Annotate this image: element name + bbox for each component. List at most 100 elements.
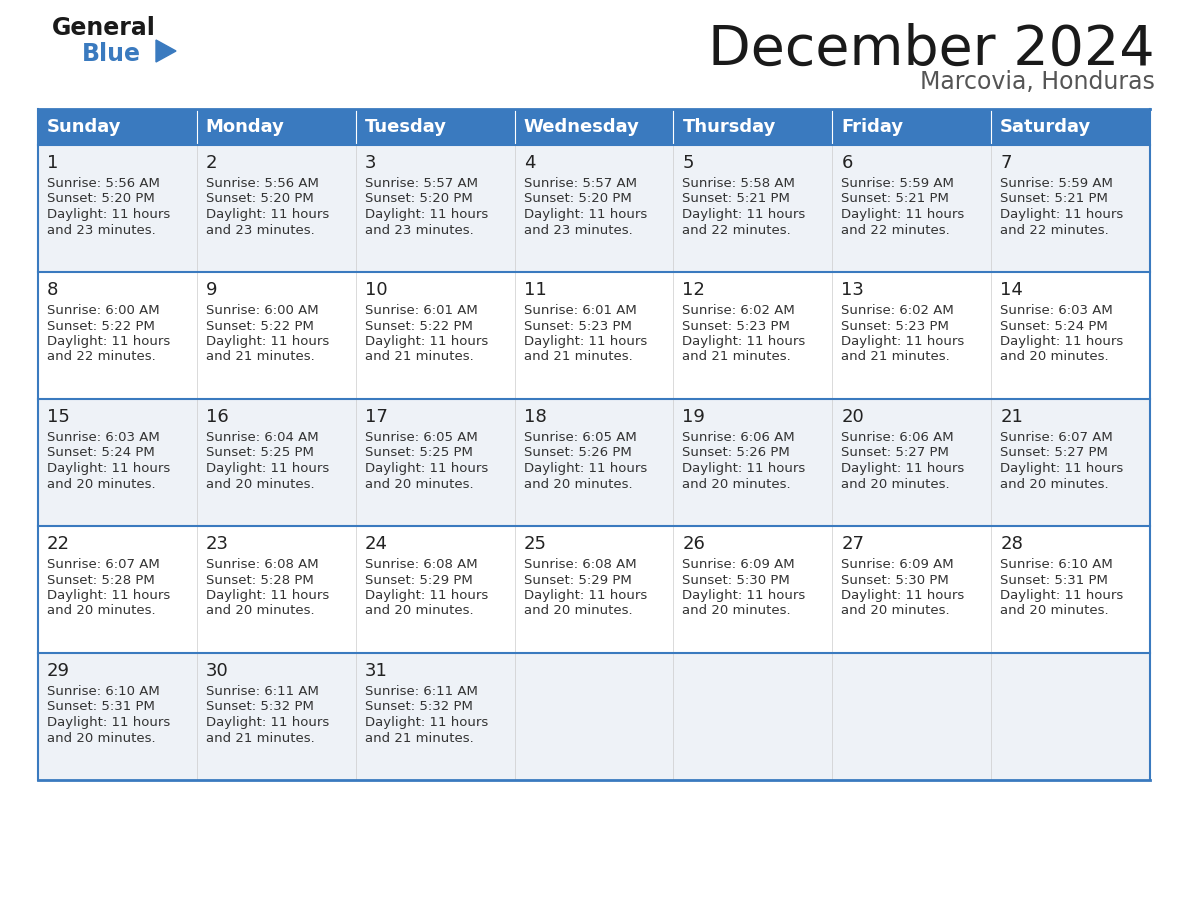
Bar — [514, 145, 674, 272]
Text: Daylight: 11 hours: Daylight: 11 hours — [206, 208, 329, 221]
Text: Daylight: 11 hours: Daylight: 11 hours — [48, 716, 170, 729]
Text: and 20 minutes.: and 20 minutes. — [524, 604, 632, 618]
Text: 27: 27 — [841, 535, 865, 553]
Text: and 21 minutes.: and 21 minutes. — [206, 351, 315, 364]
Text: Sunset: 5:23 PM: Sunset: 5:23 PM — [682, 319, 790, 332]
Bar — [514, 653, 674, 780]
Bar — [674, 109, 833, 145]
Text: Daylight: 11 hours: Daylight: 11 hours — [365, 208, 488, 221]
Text: Sunrise: 6:02 AM: Sunrise: 6:02 AM — [841, 304, 954, 317]
Text: Daylight: 11 hours: Daylight: 11 hours — [206, 335, 329, 348]
Text: Sunrise: 6:02 AM: Sunrise: 6:02 AM — [682, 304, 795, 317]
Text: 8: 8 — [48, 281, 58, 299]
Text: Marcovia, Honduras: Marcovia, Honduras — [921, 70, 1155, 94]
Bar — [514, 526, 674, 653]
Text: Daylight: 11 hours: Daylight: 11 hours — [48, 335, 170, 348]
Text: and 23 minutes.: and 23 minutes. — [524, 223, 632, 237]
Text: Monday: Monday — [206, 118, 285, 136]
Text: Sunrise: 6:01 AM: Sunrise: 6:01 AM — [365, 304, 478, 317]
Text: Daylight: 11 hours: Daylight: 11 hours — [48, 208, 170, 221]
Text: Daylight: 11 hours: Daylight: 11 hours — [365, 716, 488, 729]
Text: Sunrise: 6:06 AM: Sunrise: 6:06 AM — [682, 431, 795, 444]
Text: Sunset: 5:31 PM: Sunset: 5:31 PM — [1000, 574, 1108, 587]
Text: Sunrise: 6:10 AM: Sunrise: 6:10 AM — [1000, 558, 1113, 571]
Text: Daylight: 11 hours: Daylight: 11 hours — [682, 208, 805, 221]
Bar — [991, 526, 1150, 653]
Text: Sunset: 5:30 PM: Sunset: 5:30 PM — [841, 574, 949, 587]
Text: Sunday: Sunday — [48, 118, 121, 136]
Bar — [991, 272, 1150, 399]
Text: Saturday: Saturday — [1000, 118, 1092, 136]
Text: Daylight: 11 hours: Daylight: 11 hours — [1000, 335, 1124, 348]
Text: and 20 minutes.: and 20 minutes. — [524, 477, 632, 490]
Text: 30: 30 — [206, 662, 228, 680]
Text: Sunset: 5:31 PM: Sunset: 5:31 PM — [48, 700, 154, 713]
Text: and 21 minutes.: and 21 minutes. — [365, 351, 474, 364]
Text: and 20 minutes.: and 20 minutes. — [48, 604, 156, 618]
Text: Sunset: 5:25 PM: Sunset: 5:25 PM — [365, 446, 473, 460]
Text: Daylight: 11 hours: Daylight: 11 hours — [48, 589, 170, 602]
Text: Daylight: 11 hours: Daylight: 11 hours — [206, 589, 329, 602]
Text: Sunset: 5:22 PM: Sunset: 5:22 PM — [48, 319, 154, 332]
Text: and 20 minutes.: and 20 minutes. — [206, 604, 315, 618]
Bar — [355, 272, 514, 399]
Text: Daylight: 11 hours: Daylight: 11 hours — [365, 462, 488, 475]
Bar — [674, 399, 833, 526]
Text: Daylight: 11 hours: Daylight: 11 hours — [206, 716, 329, 729]
Text: and 22 minutes.: and 22 minutes. — [841, 223, 950, 237]
Text: and 20 minutes.: and 20 minutes. — [682, 477, 791, 490]
Text: and 21 minutes.: and 21 minutes. — [841, 351, 950, 364]
Bar — [197, 399, 355, 526]
Bar — [991, 145, 1150, 272]
Text: 20: 20 — [841, 408, 864, 426]
Text: Daylight: 11 hours: Daylight: 11 hours — [365, 335, 488, 348]
Text: 5: 5 — [682, 154, 694, 172]
Text: Sunset: 5:21 PM: Sunset: 5:21 PM — [841, 193, 949, 206]
Bar — [514, 109, 674, 145]
Bar — [833, 272, 991, 399]
Text: Sunset: 5:29 PM: Sunset: 5:29 PM — [524, 574, 631, 587]
Text: and 20 minutes.: and 20 minutes. — [841, 604, 950, 618]
Bar — [674, 272, 833, 399]
Text: 15: 15 — [48, 408, 70, 426]
Text: 22: 22 — [48, 535, 70, 553]
Text: Daylight: 11 hours: Daylight: 11 hours — [682, 589, 805, 602]
Text: Sunset: 5:24 PM: Sunset: 5:24 PM — [1000, 319, 1108, 332]
Text: Sunrise: 5:57 AM: Sunrise: 5:57 AM — [524, 177, 637, 190]
Text: Sunrise: 5:56 AM: Sunrise: 5:56 AM — [48, 177, 160, 190]
Text: Sunrise: 6:09 AM: Sunrise: 6:09 AM — [682, 558, 795, 571]
Text: and 20 minutes.: and 20 minutes. — [682, 604, 791, 618]
Text: Sunset: 5:20 PM: Sunset: 5:20 PM — [206, 193, 314, 206]
Text: 24: 24 — [365, 535, 387, 553]
Text: Daylight: 11 hours: Daylight: 11 hours — [1000, 208, 1124, 221]
Text: Sunset: 5:26 PM: Sunset: 5:26 PM — [682, 446, 790, 460]
Text: 4: 4 — [524, 154, 535, 172]
Text: 16: 16 — [206, 408, 228, 426]
Bar — [197, 653, 355, 780]
Text: Daylight: 11 hours: Daylight: 11 hours — [841, 335, 965, 348]
Text: Sunrise: 5:59 AM: Sunrise: 5:59 AM — [841, 177, 954, 190]
Text: 25: 25 — [524, 535, 546, 553]
Text: 2: 2 — [206, 154, 217, 172]
Text: Sunrise: 6:00 AM: Sunrise: 6:00 AM — [48, 304, 159, 317]
Bar — [197, 272, 355, 399]
Text: Blue: Blue — [82, 42, 141, 66]
Text: Daylight: 11 hours: Daylight: 11 hours — [841, 208, 965, 221]
Text: 18: 18 — [524, 408, 546, 426]
Text: 14: 14 — [1000, 281, 1023, 299]
Text: Daylight: 11 hours: Daylight: 11 hours — [48, 462, 170, 475]
Text: Daylight: 11 hours: Daylight: 11 hours — [365, 589, 488, 602]
Text: and 22 minutes.: and 22 minutes. — [48, 351, 156, 364]
Bar — [991, 653, 1150, 780]
Text: Sunset: 5:22 PM: Sunset: 5:22 PM — [206, 319, 314, 332]
Text: Sunrise: 5:59 AM: Sunrise: 5:59 AM — [1000, 177, 1113, 190]
Text: Sunrise: 6:08 AM: Sunrise: 6:08 AM — [524, 558, 637, 571]
Text: 31: 31 — [365, 662, 387, 680]
Bar — [355, 653, 514, 780]
Text: and 20 minutes.: and 20 minutes. — [1000, 477, 1108, 490]
Text: Sunrise: 6:06 AM: Sunrise: 6:06 AM — [841, 431, 954, 444]
Text: and 20 minutes.: and 20 minutes. — [48, 732, 156, 744]
Text: Sunset: 5:32 PM: Sunset: 5:32 PM — [365, 700, 473, 713]
Text: Sunrise: 6:04 AM: Sunrise: 6:04 AM — [206, 431, 318, 444]
Text: 13: 13 — [841, 281, 864, 299]
